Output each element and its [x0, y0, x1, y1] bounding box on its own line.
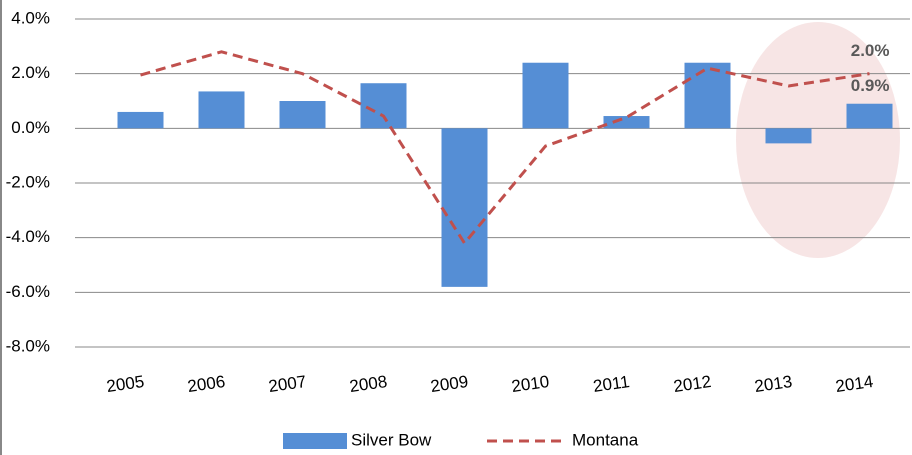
- x-tick-label: 2011: [592, 372, 631, 396]
- x-tick-label: 2008: [348, 372, 388, 396]
- x-tick-label: 2009: [429, 372, 469, 396]
- y-tick-label: -4.0%: [6, 227, 50, 246]
- x-tick-label: 2012: [672, 372, 712, 396]
- bar: [603, 116, 650, 129]
- value-label: 0.9%: [851, 76, 890, 95]
- bar: [684, 62, 731, 129]
- legend-swatch: [283, 433, 347, 449]
- value-label: 2.0%: [851, 41, 890, 60]
- bar: [117, 111, 164, 129]
- x-tick-label: 2007: [267, 372, 307, 396]
- y-tick-label: -8.0%: [6, 336, 50, 355]
- y-tick-label: 2.0%: [11, 63, 50, 82]
- y-tick-label: -2.0%: [6, 172, 50, 191]
- bar: [522, 62, 569, 129]
- x-tick-label: 2013: [753, 372, 793, 396]
- bar: [441, 128, 488, 287]
- bar: [846, 103, 893, 129]
- bar: [765, 128, 812, 144]
- x-tick-label: 2010: [510, 372, 550, 396]
- legend-label: Montana: [572, 430, 639, 449]
- bar: [360, 83, 407, 129]
- bar: [198, 91, 245, 129]
- line: [140, 50, 870, 245]
- legend-label: Silver Bow: [351, 430, 432, 449]
- y-tick-label: 4.0%: [11, 8, 50, 27]
- highlight: [736, 22, 900, 258]
- bar: [279, 101, 326, 129]
- y-tick-label: -6.0%: [6, 282, 50, 301]
- x-tick-label: 2005: [105, 372, 145, 396]
- x-tick-label: 2006: [186, 372, 226, 396]
- y-tick-label: 0.0%: [11, 118, 50, 137]
- x-tick-label: 2014: [834, 372, 874, 396]
